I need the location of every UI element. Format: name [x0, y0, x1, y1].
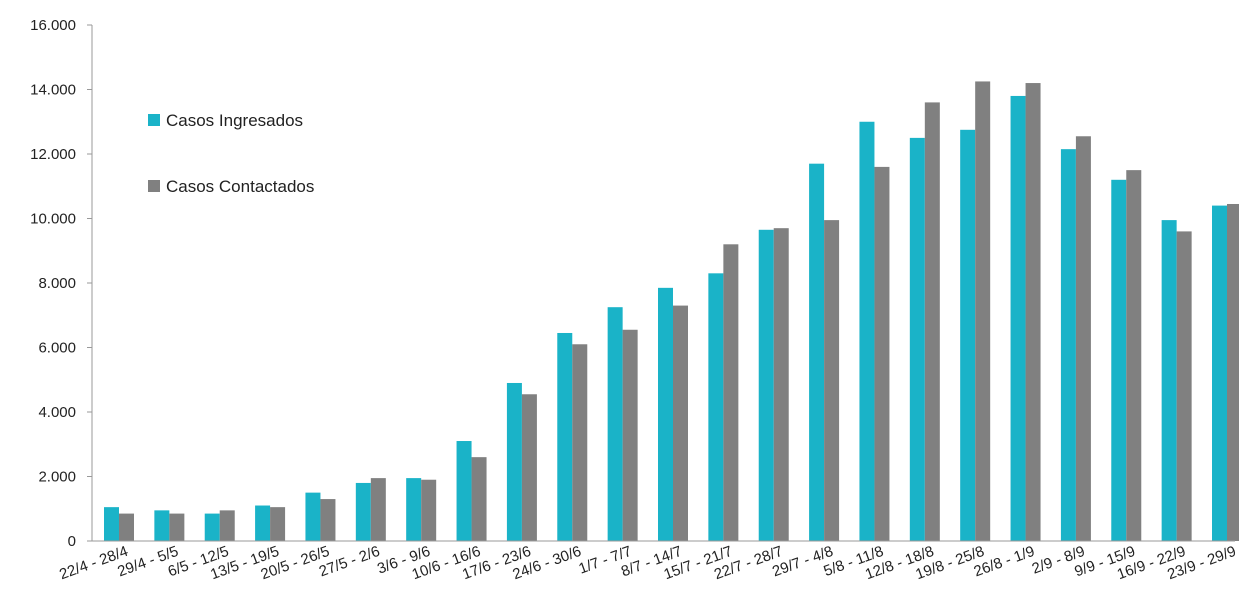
y-tick-label: 0: [68, 533, 76, 550]
legend: Casos Ingresados Casos Contactados: [148, 111, 314, 196]
bar-casos-ingresados: [1161, 220, 1177, 542]
bar-casos-ingresados: [1060, 149, 1076, 541]
bar-casos-contactados: [924, 102, 940, 542]
bar-casos-contactados: [975, 81, 991, 541]
bar-casos-contactados: [673, 305, 688, 541]
legend-swatch-casos-contactados: [148, 180, 160, 192]
bar-casos-ingresados: [406, 478, 422, 541]
bar-casos-contactados: [874, 166, 890, 541]
bar-casos-ingresados: [708, 273, 724, 541]
bar-casos-contactados: [1075, 136, 1091, 541]
bar-casos-contactados: [1025, 83, 1041, 542]
bar-casos-ingresados: [154, 510, 170, 541]
bar-casos-contactados: [824, 220, 840, 542]
y-tick-label: 4.000: [38, 404, 76, 421]
bar-casos-ingresados: [506, 382, 522, 541]
legend-swatch-casos-ingresados: [148, 114, 160, 126]
bar-casos-ingresados: [557, 332, 573, 541]
bar-casos-contactados: [119, 513, 134, 541]
bar-casos-contactados: [1227, 203, 1239, 542]
bar-casos-ingresados: [1010, 95, 1026, 541]
bar-casos-contactados: [572, 344, 588, 541]
bar-casos-contactados: [521, 394, 537, 541]
bar-casos-ingresados: [1212, 205, 1227, 541]
y-tick-label: 6.000: [38, 340, 76, 357]
bar-casos-ingresados: [809, 163, 825, 541]
y-axis: 0 2.000 4.000 6.000 8.000 10.000 12.000 14.000 1…: [30, 17, 93, 550]
bars: [104, 81, 1239, 542]
bar-casos-contactados: [370, 478, 386, 541]
y-tick-label: 8.000: [38, 275, 76, 292]
x-axis: 22/4 - 28/429/4 - 5/56/5 - 12/513/5 - 19…: [57, 540, 1238, 583]
bar-casos-ingresados: [909, 137, 925, 542]
bar-casos-ingresados: [607, 307, 623, 541]
bar-casos-ingresados: [305, 492, 321, 542]
bar-casos-contactados: [169, 513, 185, 541]
bar-casos-contactados: [622, 329, 638, 541]
bar-casos-ingresados: [456, 441, 472, 541]
bar-casos-ingresados: [104, 507, 119, 541]
bar-casos-ingresados: [355, 482, 371, 541]
bar-casos-ingresados: [859, 121, 875, 541]
y-tick-label: 16.000: [30, 17, 76, 34]
bar-casos-contactados: [320, 499, 336, 541]
bar-casos-contactados: [1176, 231, 1192, 541]
y-tick-label: 12.000: [30, 146, 76, 163]
bar-casos-ingresados: [204, 513, 220, 541]
bar-casos-contactados: [471, 457, 487, 541]
bar-casos-ingresados: [658, 287, 673, 541]
y-tick-label: 14.000: [30, 82, 76, 99]
bar-casos-contactados: [723, 244, 739, 542]
y-tick-label: 10.000: [30, 211, 76, 228]
y-tick-label: 2.000: [38, 469, 76, 486]
bar-casos-ingresados: [758, 229, 774, 542]
bar-casos-ingresados: [1111, 179, 1127, 542]
legend-label: Casos Ingresados: [166, 111, 303, 130]
bar-casos-ingresados: [255, 505, 271, 541]
bar-casos-contactados: [270, 507, 286, 541]
bar-casos-contactados: [1126, 170, 1142, 542]
bar-casos-contactados: [421, 479, 437, 541]
bar-casos-ingresados: [960, 129, 976, 541]
bar-casos-contactados: [773, 228, 789, 541]
bar-casos-contactados: [219, 510, 235, 541]
legend-label: Casos Contactados: [166, 177, 314, 196]
